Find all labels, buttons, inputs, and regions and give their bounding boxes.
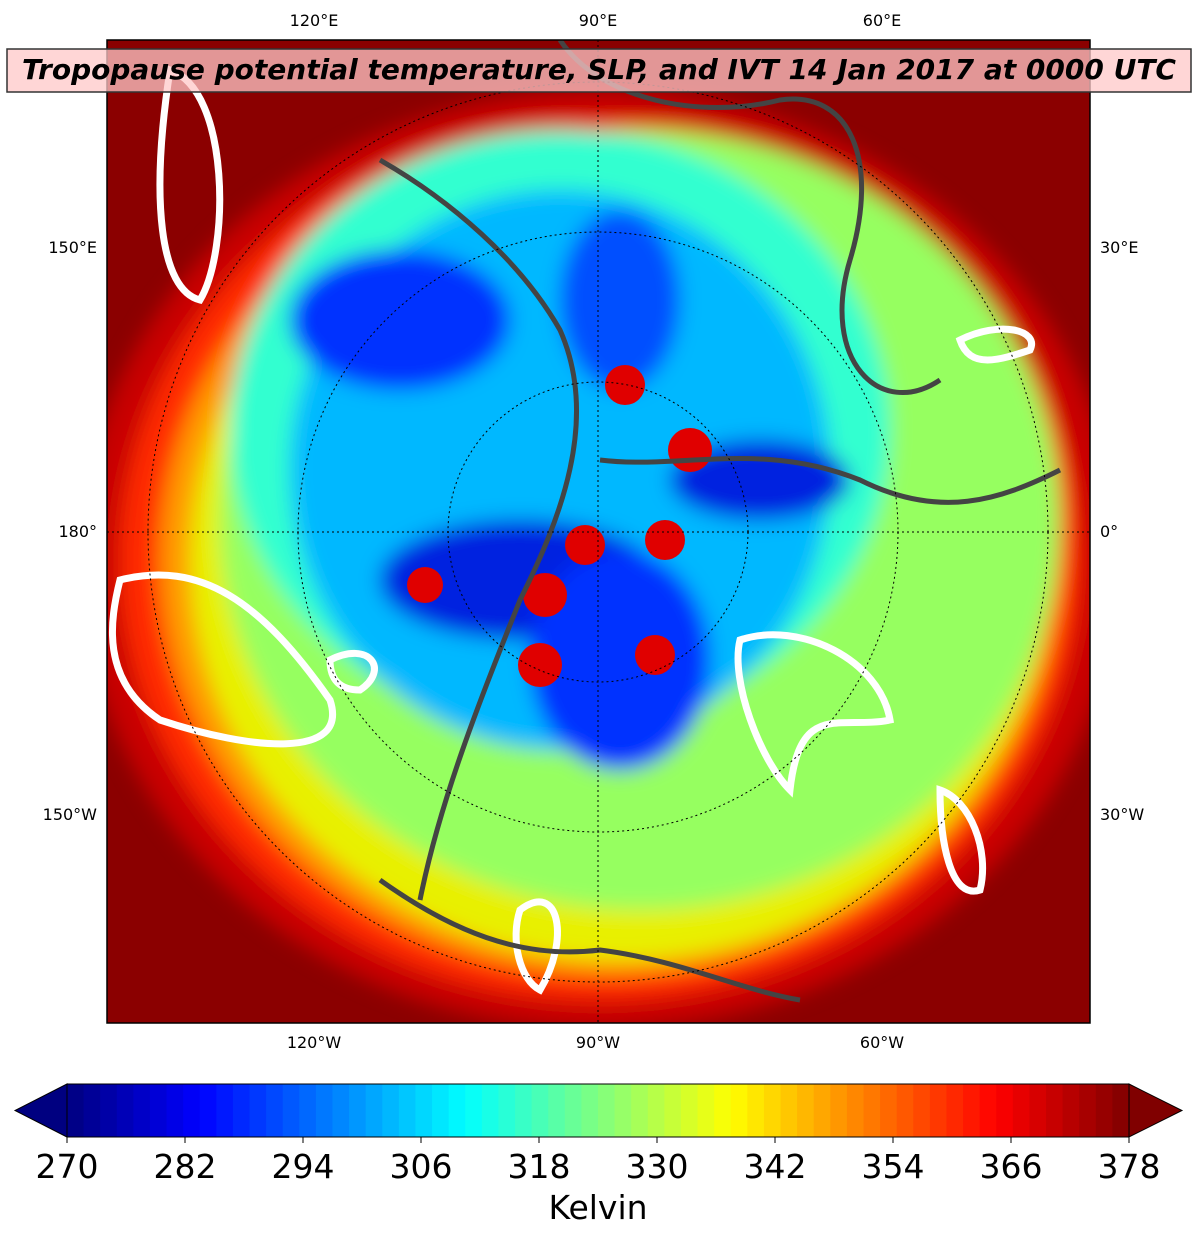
- lon-label: 30°W: [1100, 805, 1144, 824]
- lon-label: 0°: [1100, 522, 1118, 541]
- colorbar-segment: [199, 1084, 217, 1137]
- colorbar-segment: [714, 1084, 732, 1137]
- colorbar-segment: [913, 1084, 931, 1137]
- colorbar-tick-label: 342: [744, 1147, 807, 1186]
- colorbar-segment: [664, 1084, 682, 1137]
- coastlines: [378, 40, 1062, 1003]
- colorbar-segment: [581, 1084, 599, 1137]
- colorbar-tick-label: 378: [1098, 1147, 1161, 1186]
- colorbar-extend-high: [1128, 1083, 1184, 1138]
- colorbar-segment: [498, 1084, 516, 1137]
- colorbar-segment: [880, 1084, 898, 1137]
- lon-label: 180°: [58, 522, 97, 541]
- colorbar-segment: [382, 1084, 400, 1137]
- colorbar-segment: [531, 1084, 549, 1137]
- colorbar-segment: [415, 1084, 433, 1137]
- colorbar-segment: [647, 1084, 665, 1137]
- colorbar-segment: [100, 1084, 118, 1137]
- colorbar-segment: [830, 1084, 848, 1137]
- colorbar-segment: [846, 1084, 865, 1137]
- colorbar-segment: [730, 1084, 748, 1137]
- colorbar-segment: [149, 1084, 168, 1137]
- colorbar-segment: [863, 1084, 881, 1137]
- colorbar-segment: [448, 1084, 466, 1137]
- colorbar-segment: [813, 1084, 831, 1137]
- colorbar-segment: [332, 1084, 350, 1137]
- colorbar-segment: [365, 1084, 383, 1137]
- title-box: [6, 48, 1192, 93]
- colorbar-segment: [614, 1084, 632, 1137]
- colorbar-segment: [349, 1084, 367, 1137]
- title: Tropopause potential temperature, SLP, a…: [22, 53, 1176, 86]
- colorbar-segment: [116, 1084, 134, 1137]
- colorbar-segment: [249, 1084, 267, 1137]
- colorbar-segment: [763, 1084, 782, 1137]
- colorbar-segment: [481, 1084, 500, 1137]
- colorbar-segment: [133, 1084, 151, 1137]
- colorbar-segment: [1012, 1084, 1031, 1137]
- lon-label: 90°W: [576, 1033, 620, 1052]
- colorbar: 270 282 294 306 318 330 342 354 366 378: [13, 1083, 1184, 1186]
- temperature-field: [107, 90, 1090, 1023]
- colorbar-segment: [315, 1084, 334, 1137]
- colorbar-segment: [1046, 1084, 1064, 1137]
- colorbar-segment: [564, 1084, 583, 1137]
- colorbar-label: Kelvin: [548, 1188, 647, 1227]
- colorbar-segment: [797, 1084, 815, 1137]
- colorbar-segment: [232, 1084, 251, 1137]
- lon-label: 150°W: [43, 805, 98, 824]
- colorbar-segment: [1062, 1084, 1080, 1137]
- colorbar-segment: [515, 1084, 533, 1137]
- colorbar-extend-low: [13, 1083, 68, 1138]
- colorbar-tick-label: 270: [36, 1147, 99, 1186]
- colorbar-segment: [183, 1084, 201, 1137]
- colorbar-segment: [1029, 1084, 1047, 1137]
- lon-label: 120°W: [287, 1033, 342, 1052]
- colorbar-segment: [299, 1084, 317, 1137]
- colorbar-tick-label: 330: [626, 1147, 689, 1186]
- colorbar-tick-label: 366: [980, 1147, 1043, 1186]
- colorbar-segment: [282, 1084, 300, 1137]
- colorbar-segment: [963, 1084, 981, 1137]
- colorbar-segment: [398, 1084, 417, 1137]
- colorbar-tick-label: 282: [154, 1147, 217, 1186]
- colorbar-segment: [465, 1084, 483, 1137]
- colorbar-tick-label: 354: [862, 1147, 925, 1186]
- colorbar-segment: [697, 1084, 715, 1137]
- lon-label: 60°E: [863, 11, 901, 30]
- colorbar-tick-label: 294: [272, 1147, 335, 1186]
- colorbar-segment: [166, 1084, 184, 1137]
- colorbar-segment: [979, 1084, 997, 1137]
- colorbar-segment: [67, 1084, 85, 1137]
- lon-label: 90°E: [579, 11, 617, 30]
- colorbar-segment: [896, 1084, 914, 1137]
- colorbar-segment: [747, 1084, 765, 1137]
- colorbar-segment: [598, 1084, 616, 1137]
- lon-label: 120°E: [290, 11, 339, 30]
- colorbar-segment: [83, 1084, 101, 1137]
- lon-label: 60°W: [860, 1033, 904, 1052]
- colorbar-segment: [548, 1084, 566, 1137]
- colorbar-segment: [432, 1084, 450, 1137]
- colorbar-segment: [1079, 1084, 1097, 1137]
- map: [107, 40, 1090, 1023]
- colorbar-segment: [996, 1084, 1014, 1137]
- colorbar-segment: [680, 1084, 699, 1137]
- colorbar-frame: [66, 1083, 1130, 1138]
- colorbar-segment: [216, 1084, 234, 1137]
- colorbar-segment: [631, 1084, 649, 1137]
- lon-label: 30°E: [1100, 238, 1138, 257]
- colorbar-segment: [780, 1084, 798, 1137]
- colorbar-segment: [946, 1084, 964, 1137]
- map-frame: [106, 39, 1091, 1024]
- colorbar-tick-label: 306: [390, 1147, 453, 1186]
- colorbar-tick-label: 318: [508, 1147, 571, 1186]
- colorbar-segment: [1095, 1084, 1114, 1137]
- colorbar-segment: [1112, 1084, 1130, 1137]
- colorbar-segment: [929, 1084, 948, 1137]
- lon-label: 150°E: [48, 238, 97, 257]
- colorbar-segment: [266, 1084, 284, 1137]
